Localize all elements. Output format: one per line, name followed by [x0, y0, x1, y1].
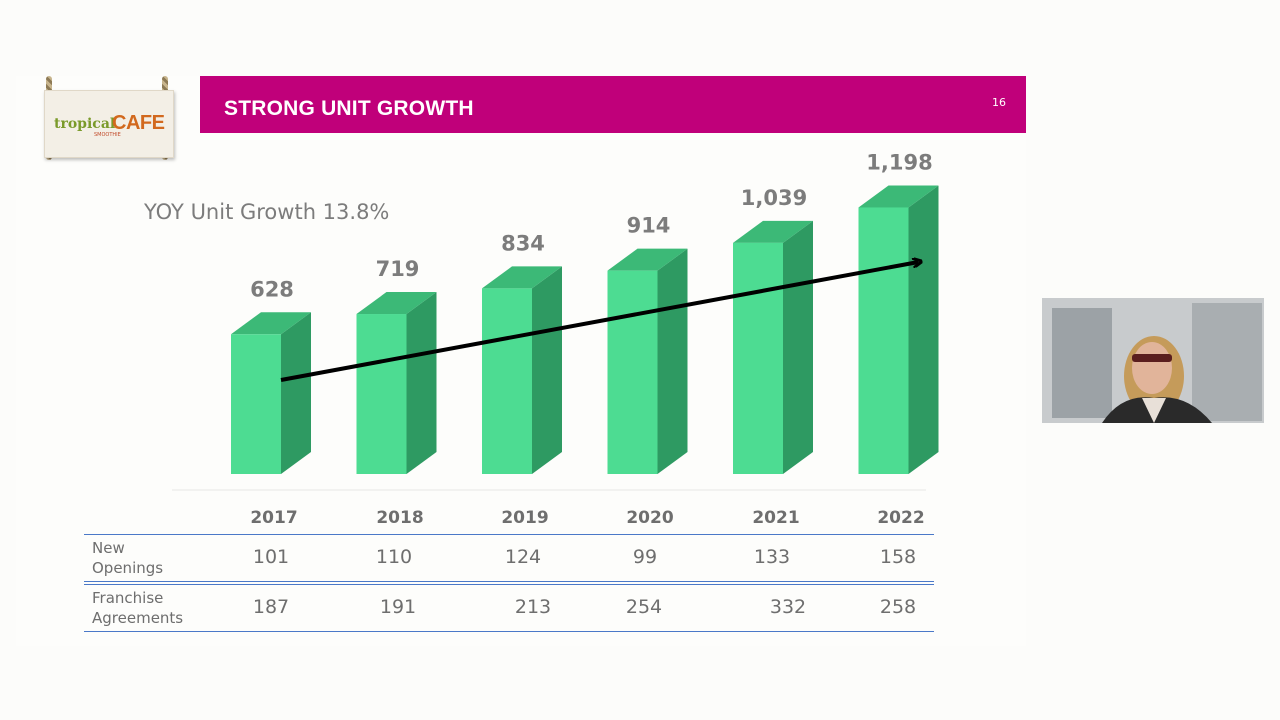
- bar-front: [356, 314, 407, 474]
- bar-2017: 628: [231, 277, 311, 474]
- bar-2020: 914: [607, 214, 688, 474]
- table-cell: 258: [879, 596, 917, 618]
- table-cell: 110: [375, 546, 413, 568]
- bar-value-label: 628: [250, 277, 294, 301]
- table-rule-middle-1: [84, 581, 934, 582]
- table-rule-top: [84, 534, 934, 535]
- chart-bars: 628 719 834 914 1,039 1,198: [231, 150, 939, 474]
- table-rule-bottom: [84, 631, 934, 632]
- table-cell: 101: [252, 546, 290, 568]
- bar-top: [231, 312, 311, 335]
- table-cell: 99: [632, 546, 658, 568]
- slide-title-bar: STRONG UNIT GROWTH 16: [200, 76, 1026, 133]
- bar-side: [657, 248, 688, 474]
- bar-side: [532, 266, 562, 474]
- bar-front: [733, 242, 783, 474]
- logo-word-tropical: tropical: [54, 116, 116, 132]
- slide-page-number: 16: [992, 96, 1006, 109]
- row-label-new-openings: New Openings: [92, 538, 163, 578]
- table-cell: 254: [625, 596, 663, 618]
- row-label-franchise-agreements: Franchise Agreements: [92, 588, 183, 628]
- year-header-2019: 2019: [501, 508, 549, 528]
- bar-side: [783, 220, 813, 474]
- bar-value-label: 1,198: [866, 150, 932, 174]
- unit-stats-table: 2017 2018 2019 2020 2021 2022 New Openings Fr…: [84, 500, 934, 635]
- bar-top: [858, 185, 939, 208]
- year-header-2021: 2021: [752, 508, 800, 528]
- trend-arrow: [280, 262, 919, 382]
- year-header-2022: 2022: [877, 508, 925, 528]
- bar-2022: 1,198: [858, 150, 939, 474]
- bar-front: [231, 334, 281, 474]
- table-rule-middle-2: [84, 584, 934, 585]
- bar-side: [281, 312, 311, 474]
- bar-top: [607, 248, 688, 271]
- table-cell: 187: [252, 596, 290, 618]
- year-header-2017: 2017: [250, 508, 298, 528]
- slide-title: STRONG UNIT GROWTH: [224, 97, 474, 120]
- table-cell: 213: [514, 596, 552, 618]
- presenter-video-icon: [1042, 298, 1264, 423]
- bar-value-label: 1,039: [741, 186, 807, 210]
- bar-top: [356, 292, 437, 315]
- bar-value-label: 914: [627, 214, 671, 238]
- row-label-line1: Franchise: [92, 589, 164, 607]
- logo-sign-board: [44, 90, 174, 158]
- tropical-smoothie-cafe-logo: tropical CAFE SMOOTHIE: [40, 76, 178, 162]
- bar-value-label: 719: [376, 257, 420, 281]
- yoy-growth-label: YOY Unit Growth 13.8%: [144, 200, 390, 224]
- bar-front: [482, 288, 532, 474]
- bar-front: [607, 270, 658, 474]
- bar-side: [406, 292, 437, 474]
- year-header-2020: 2020: [626, 508, 674, 528]
- table-cell: 191: [379, 596, 417, 618]
- bar-2021: 1,039: [733, 186, 813, 474]
- bar-value-label: 834: [501, 231, 545, 255]
- row-label-line1: New: [92, 539, 125, 557]
- bar-2018: 719: [356, 257, 437, 474]
- table-cell: 124: [504, 546, 542, 568]
- logo-word-smoothie: SMOOTHIE: [94, 132, 121, 138]
- bar-2019: 834: [482, 231, 562, 474]
- logo-word-cafe: CAFE: [112, 112, 165, 134]
- bar-side: [908, 185, 939, 474]
- row-label-line2: Agreements: [92, 609, 184, 627]
- table-cell: 158: [879, 546, 917, 568]
- year-header-2018: 2018: [376, 508, 424, 528]
- bar-front: [858, 207, 909, 474]
- presenter-video-tile[interactable]: [1042, 298, 1264, 423]
- table-cell: 133: [753, 546, 791, 568]
- row-label-line2: Openings: [92, 559, 164, 577]
- bar-top: [482, 266, 562, 289]
- bar-top: [733, 220, 813, 243]
- table-cell: 332: [769, 596, 807, 618]
